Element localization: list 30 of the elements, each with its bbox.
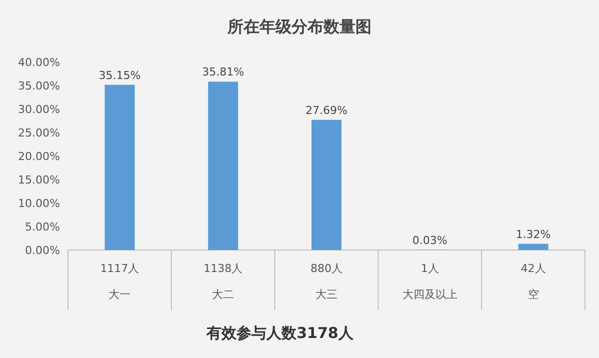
text: 1人 <box>420 262 439 275</box>
y-tick-label: 5.00% <box>25 220 60 234</box>
y-tick-label: 0.00% <box>25 244 60 257</box>
bar <box>104 84 135 250</box>
text: 880人 <box>310 262 342 275</box>
x-tick-label: 大二 <box>212 288 234 301</box>
y-tick-label: 35.00% <box>18 80 60 92</box>
y-tick-label: 20.00% <box>18 150 60 163</box>
y-tick-label: 40.00% <box>18 56 60 69</box>
bar <box>312 120 342 250</box>
y-tick-label: 30.00% <box>18 103 60 116</box>
text: 42人 <box>520 262 546 275</box>
chart-title: 所在年级分布数量图 <box>226 17 372 36</box>
text: 有效参与人数3178人 <box>206 324 354 342</box>
y-tick-label: 15.00% <box>18 174 60 186</box>
y-tick-label: 25.00% <box>18 126 60 140</box>
text: 1117人 <box>100 262 140 275</box>
bar <box>208 82 238 250</box>
x-tick-label: 大三 <box>316 288 338 301</box>
data-label: 1.32% <box>516 228 551 241</box>
bar <box>518 244 548 250</box>
data-label: 35.81% <box>202 66 244 79</box>
x-tick-label: 大一 <box>108 288 131 301</box>
x-tick-label: 空 <box>528 288 539 301</box>
x-tick-label: 大四及以上 <box>402 288 458 301</box>
data-label: 35.15% <box>98 68 141 82</box>
data-label: 27.69% <box>306 104 348 117</box>
y-tick-label: 10.00% <box>18 197 60 210</box>
data-label: 0.03% <box>412 234 448 247</box>
text: 1138人 <box>204 262 243 275</box>
